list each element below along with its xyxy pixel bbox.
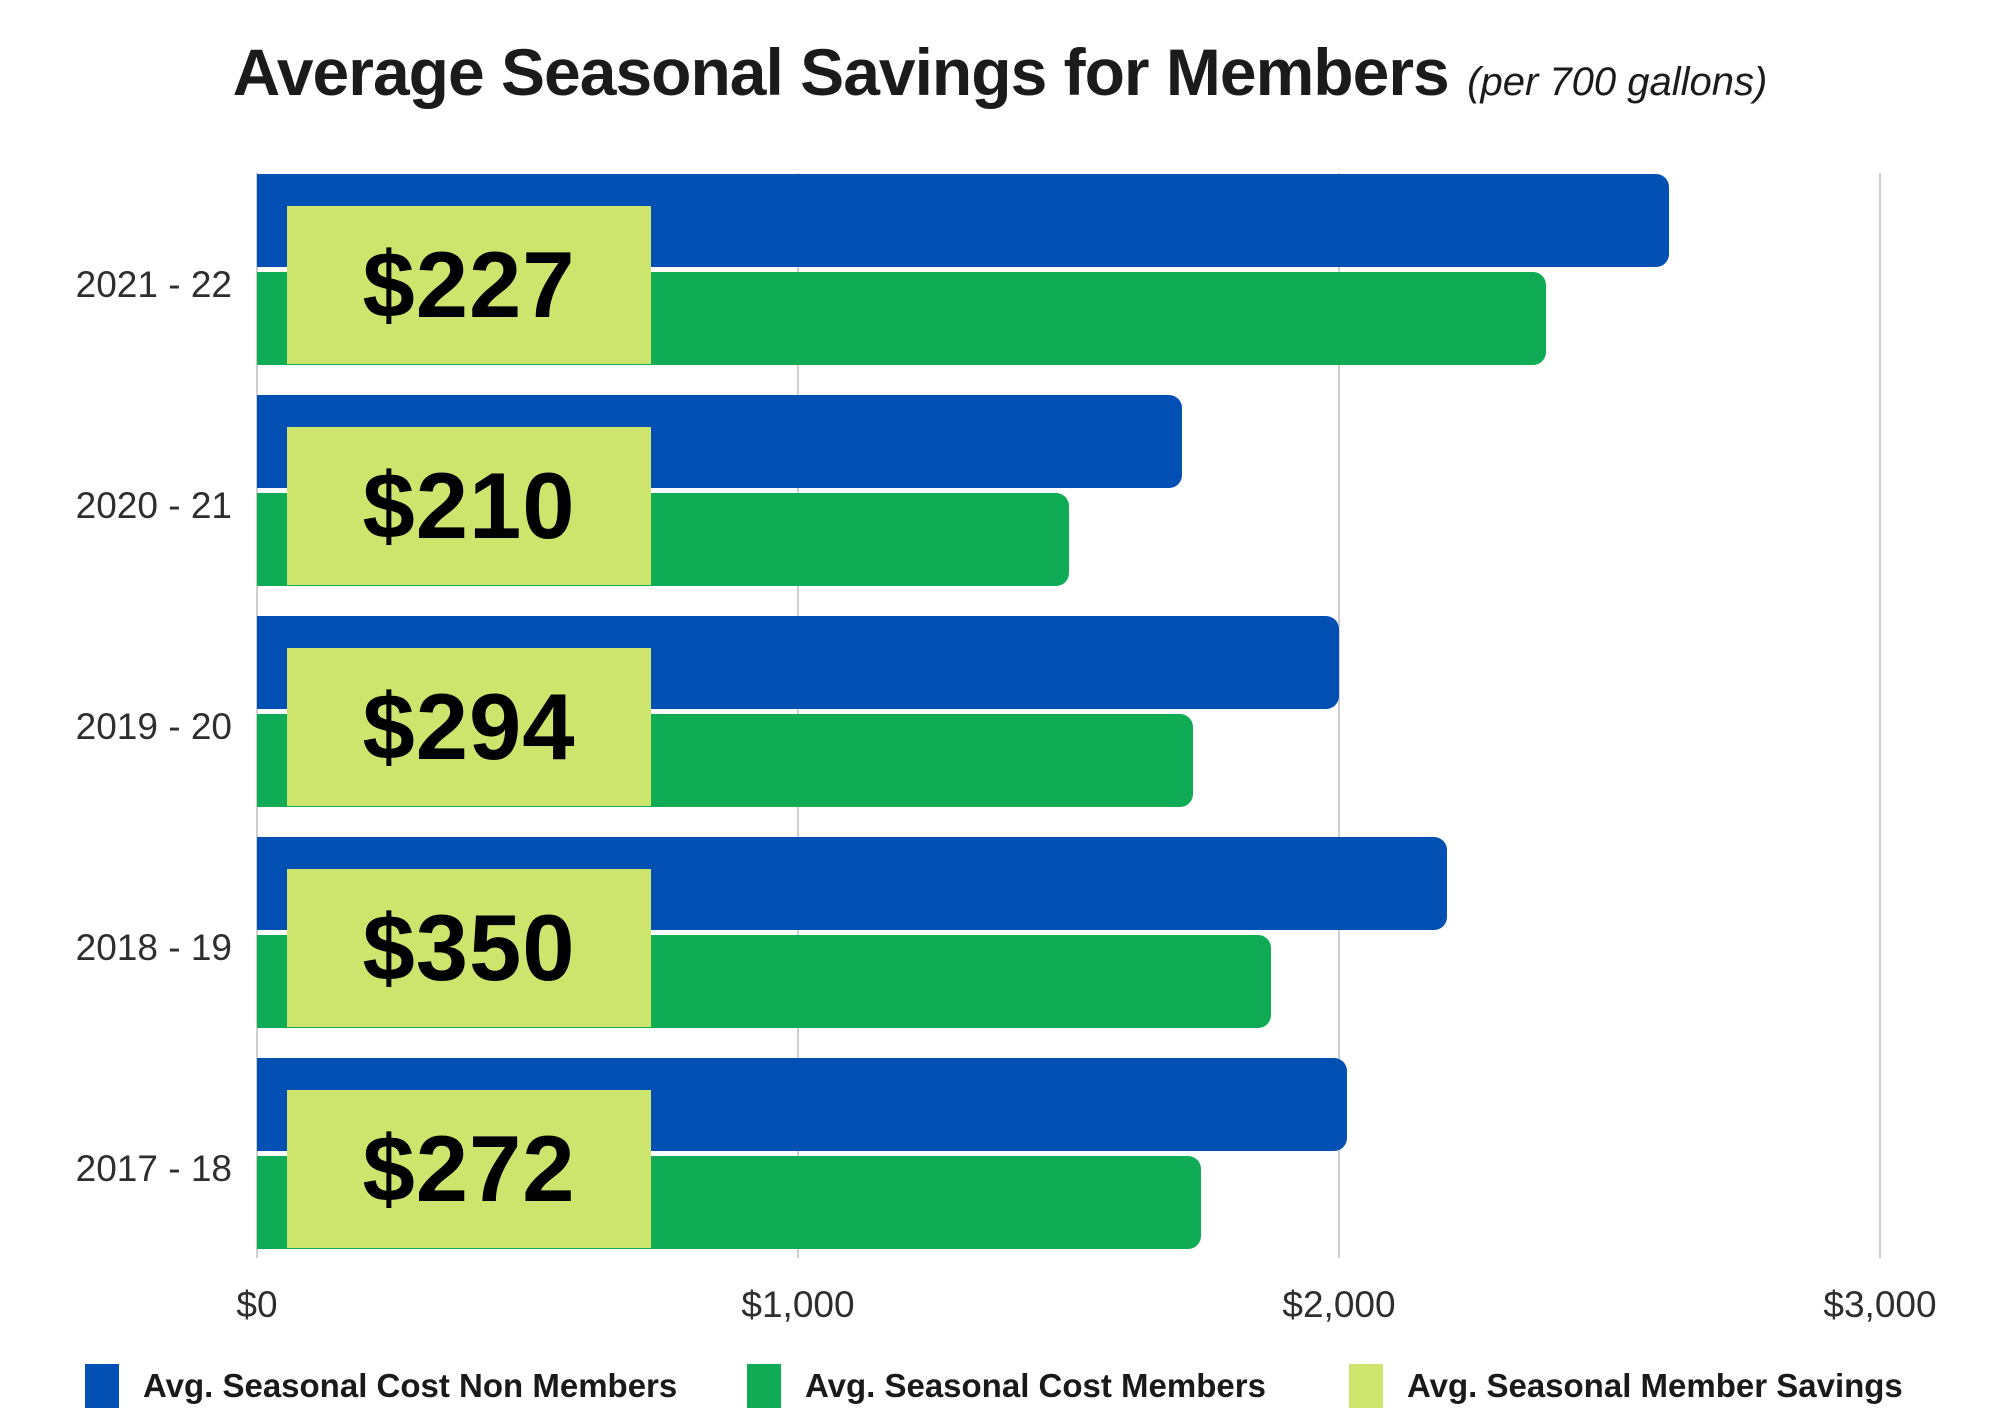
legend-swatch-avg-seasonal-cost-members <box>747 1364 781 1408</box>
y-axis-label-2020-21: 2020 - 21 <box>75 485 232 526</box>
savings-value-2019-20: $294 <box>362 674 576 779</box>
legend-item-avg-seasonal-member-savings: Avg. Seasonal Member Savings <box>1349 1364 1969 1408</box>
gridline-3000 <box>1879 173 1881 1258</box>
legend-swatch-avg-seasonal-member-savings <box>1349 1364 1383 1408</box>
legend-label-avg-seasonal-member-savings: Avg. Seasonal Member Savings <box>1407 1367 1903 1404</box>
savings-box-2020-21: $210 <box>287 427 651 585</box>
savings-box-2018-19: $350 <box>287 869 651 1027</box>
savings-box-2021-22: $227 <box>287 206 651 364</box>
legend-label-avg-seasonal-cost-non-members: Avg. Seasonal Cost Non Members <box>143 1367 678 1404</box>
y-axis-label-2017-18: 2017 - 18 <box>75 1148 232 1189</box>
gridline-2000 <box>1338 173 1340 1258</box>
savings-value-2021-22: $227 <box>362 232 576 337</box>
legend-swatch-avg-seasonal-cost-non-members <box>85 1364 119 1408</box>
y-axis-label-2021-22: 2021 - 22 <box>75 264 232 305</box>
chart-title-note: (per 700 gallons) <box>1467 60 1768 104</box>
y-axis-label-2018-19: 2018 - 19 <box>75 927 232 968</box>
legend-item-avg-seasonal-cost-non-members: Avg. Seasonal Cost Non Members <box>85 1364 705 1408</box>
legend-item-avg-seasonal-cost-members: Avg. Seasonal Cost Members <box>747 1364 1367 1408</box>
x-tick-label-0: $0 <box>236 1284 278 1325</box>
savings-box-2019-20: $294 <box>287 648 651 806</box>
savings-value-2018-19: $350 <box>362 895 576 1000</box>
y-axis-label-2019-20: 2019 - 20 <box>75 706 232 747</box>
chart-title: Average Seasonal Savings for Members (pe… <box>0 34 2000 110</box>
x-tick-label-2000: $2,000 <box>1282 1284 1396 1325</box>
x-tick-label-1000: $1,000 <box>741 1284 855 1325</box>
savings-value-2017-18: $272 <box>362 1116 576 1221</box>
savings-value-2020-21: $210 <box>362 453 576 558</box>
x-tick-label-3000: $3,000 <box>1823 1284 1937 1325</box>
legend-label-avg-seasonal-cost-members: Avg. Seasonal Cost Members <box>805 1367 1266 1404</box>
savings-box-2017-18: $272 <box>287 1090 651 1248</box>
chart-title-text: Average Seasonal Savings for Members <box>232 35 1450 109</box>
